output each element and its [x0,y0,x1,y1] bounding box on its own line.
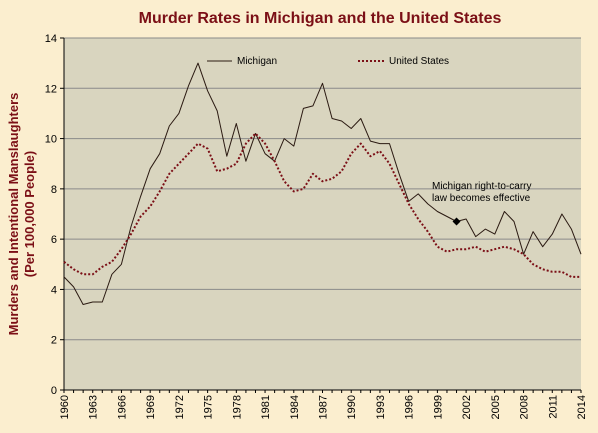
x-tick-label-1972: 1972 [174,395,186,419]
series-line-united-states [63,132,581,278]
y-tick-label-2: 2 [51,335,57,347]
x-tick-label-1990: 1990 [346,395,358,419]
x-tick-label-2005: 2005 [490,395,502,419]
x-tick-label-1966: 1966 [116,395,128,419]
x-tick-label-1975: 1975 [203,395,215,419]
gridlines [64,37,581,341]
x-tick-label-1960: 1960 [59,395,71,419]
x-tick-label-2011: 2011 [547,395,559,419]
annotation-text-line2: law becomes effective [432,193,531,204]
x-tick-label-1984: 1984 [289,395,301,419]
series-line-michigan [63,62,582,305]
y-tick-label-14: 14 [45,33,57,45]
x-axis: 1960 1963 1966 1969 1972 1975 1978 1981 1984 1987… [59,389,588,419]
y-tick-label-0: 0 [51,385,57,397]
x-tick-label-1963: 1963 [88,395,100,419]
x-tick-label-1981: 1981 [260,395,272,419]
y-axis-label: Murders and Intentional Manslaughters [6,93,21,336]
legend: Michigan United States [207,56,449,67]
annotation-marker-0 [452,217,461,226]
x-tick-label-2008: 2008 [519,395,531,419]
x-tick-label-1978: 1978 [231,395,243,419]
x-tick-label-2014: 2014 [576,395,588,419]
y-axis-label-sub: (Per 100,000 People) [22,151,37,277]
chart-title: Murder Rates in Michigan and the United … [139,10,502,27]
y-tick-label-10: 10 [45,134,57,146]
x-tick-label-1999: 1999 [432,395,444,419]
legend-label-us: United States [389,56,449,67]
x-tick-label-1993: 1993 [375,395,387,419]
y-tick-label-6: 6 [51,234,57,246]
annotation-text-line1: Michigan right-to-carry [432,181,531,192]
legend-label-michigan: Michigan [237,56,277,67]
x-tick-label-1969: 1969 [145,395,157,419]
y-tick-label-8: 8 [51,184,57,196]
plot-area [64,38,581,390]
y-axis: 0 2 4 6 8 10 12 14 [45,33,65,397]
x-tick-label-2002: 2002 [461,395,473,419]
x-tick-label-1987: 1987 [318,395,330,419]
y-tick-label-12: 12 [45,83,57,95]
series-lines [63,62,582,305]
y-tick-label-4: 4 [51,284,57,296]
x-tick-label-1996: 1996 [404,395,416,419]
annotation: Michigan right-to-carry law becomes effe… [432,181,531,226]
